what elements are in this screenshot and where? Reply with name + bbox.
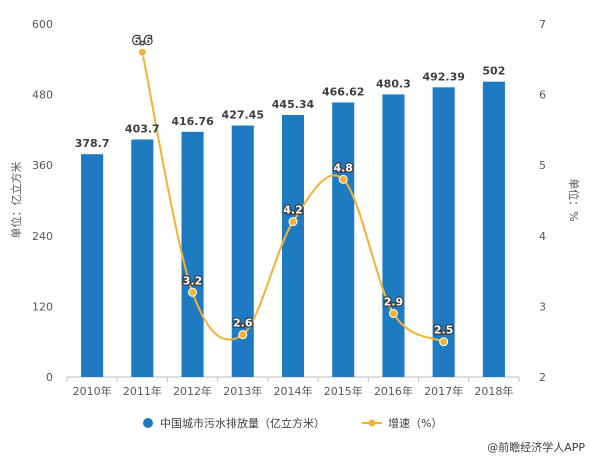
- growth-point: [137, 47, 147, 57]
- bar-value-label: 403.7: [125, 122, 160, 135]
- growth-value-label: 2.6: [233, 317, 253, 330]
- bar: [382, 94, 405, 378]
- bar-value-label: 466.62: [322, 85, 364, 98]
- growth-value-label: 2.5: [434, 324, 454, 337]
- y-tick-label-left: 480: [32, 89, 53, 102]
- x-tick-label: 2018年: [474, 384, 513, 398]
- y-tick-label-right: 4: [539, 230, 546, 243]
- growth-point: [338, 174, 348, 184]
- credit-text: @前瞻经济学人APP: [487, 440, 585, 454]
- y-tick-label-left: 360: [32, 159, 53, 172]
- bar-value-label: 492.39: [422, 70, 464, 83]
- y-tick-label-left: 120: [32, 300, 53, 313]
- x-tick-label: 2016年: [374, 384, 413, 398]
- legend: 中国城市污水排放量（亿立方米） 增速（%）: [143, 416, 442, 430]
- bar-value-label: 416.76: [171, 115, 214, 128]
- growth-point: [388, 308, 398, 318]
- axes: 2010年 2011年 2012年 2013年 2014年 2015年 2016年 2017年…: [32, 18, 546, 398]
- bar-value-label: 502: [482, 65, 505, 78]
- bar: [181, 131, 204, 377]
- bar: [281, 114, 305, 377]
- legend-label-bars: 中国城市污水排放量（亿立方米）: [160, 416, 325, 430]
- y-tick-label-right: 5: [539, 159, 546, 172]
- growth-line-path: [141, 52, 445, 343]
- bar-value-label: 378.7: [75, 137, 110, 150]
- y-tick-label-right: 6: [539, 89, 546, 102]
- growth-point: [188, 287, 198, 297]
- bar: [231, 125, 254, 378]
- y-axis-title-right: 单位：%: [567, 178, 581, 221]
- growth-value-label: 2.9: [384, 295, 404, 308]
- bar-value-label: 445.34: [272, 98, 315, 111]
- y-axis-title-left: 单位：亿立方米: [9, 162, 23, 239]
- growth-value-label: 4.8: [333, 161, 353, 174]
- y-tick-label-left: 240: [32, 230, 53, 243]
- x-tick-label: 2015年: [324, 384, 363, 398]
- y-tick-label-right: 7: [539, 18, 546, 31]
- x-tick-label: 2017年: [424, 384, 463, 398]
- growth-point: [238, 330, 248, 340]
- bar: [81, 154, 104, 377]
- y-tick-label-left: 0: [46, 371, 53, 384]
- bar: [131, 139, 154, 377]
- growth-line: [137, 47, 449, 347]
- y-tick-label-right: 2: [539, 371, 546, 384]
- legend-label-line: 增速（%）: [388, 416, 442, 430]
- growth-value-label: 3.2: [183, 274, 203, 287]
- x-tick-label: 2010年: [73, 384, 112, 398]
- bar: [332, 102, 355, 378]
- bar-value-label: 480.3: [376, 77, 411, 90]
- x-tick-label: 2013年: [223, 384, 262, 398]
- x-tick-label: 2012年: [173, 384, 212, 398]
- bar: [432, 87, 455, 377]
- bar: [482, 81, 505, 377]
- legend-marker-line-dot: [368, 419, 376, 427]
- bars: [81, 81, 505, 378]
- growth-value-label: 4.2: [283, 204, 303, 217]
- y-tick-label-right: 3: [539, 300, 546, 313]
- data-labels: 378.7 403.7 416.76 427.45 445.34 466.62 480.3 4…: [75, 33, 506, 338]
- legend-marker-bars: [143, 418, 153, 428]
- growth-point: [288, 217, 298, 227]
- y-tick-label-left: 600: [32, 18, 53, 31]
- bar-value-label: 427.45: [222, 109, 264, 122]
- x-tick-label: 2014年: [274, 384, 313, 398]
- growth-value-label: 6.6: [133, 34, 153, 47]
- growth-point: [439, 337, 449, 347]
- x-tick-label: 2011年: [123, 384, 162, 398]
